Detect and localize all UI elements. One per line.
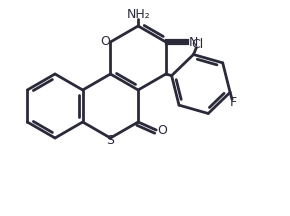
Text: F: F	[229, 96, 237, 109]
Text: S: S	[106, 135, 115, 148]
Text: NH₂: NH₂	[126, 8, 150, 21]
Text: O: O	[157, 124, 167, 137]
Text: N: N	[189, 35, 199, 49]
Text: Cl: Cl	[191, 38, 204, 51]
Text: O: O	[101, 35, 110, 49]
